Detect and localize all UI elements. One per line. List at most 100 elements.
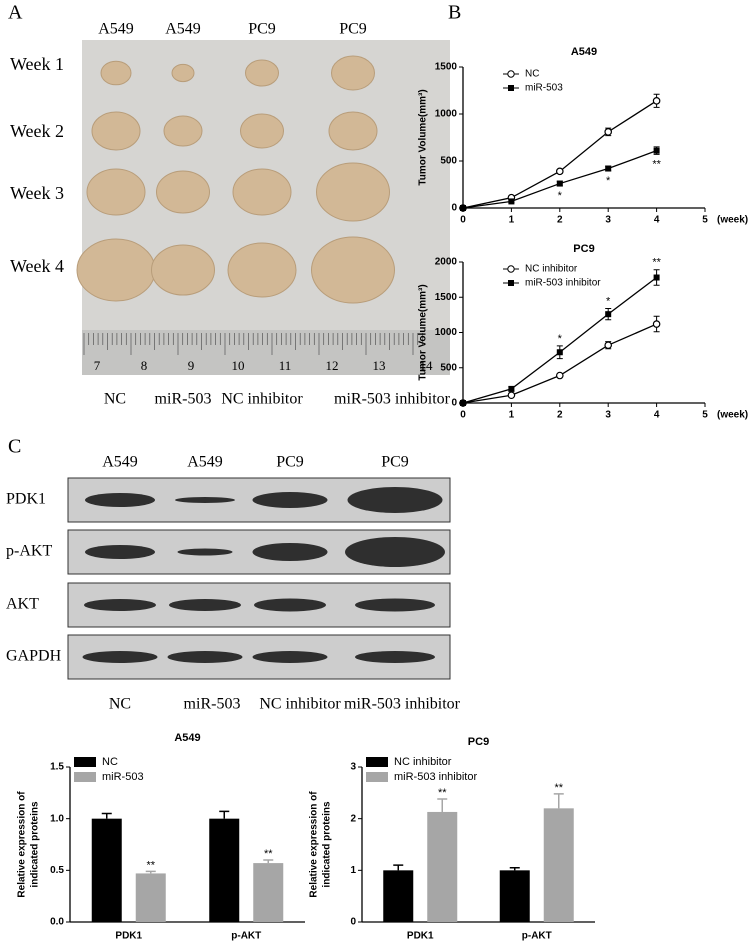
significance: ** xyxy=(652,257,661,269)
tumor xyxy=(245,59,279,87)
legend-label: miR-503 inhibitor xyxy=(525,278,601,289)
error-bar xyxy=(509,867,520,871)
error-bar xyxy=(219,810,230,819)
column-label: A549 xyxy=(187,454,223,471)
y-tick-label: 2000 xyxy=(435,257,458,268)
y-tick-label: 0 xyxy=(451,203,457,214)
column-label: A549 xyxy=(98,21,134,38)
legend-label: miR-503 inhibitor xyxy=(394,771,477,783)
panel-label: A xyxy=(8,2,23,24)
y-axis-label: Tumor Volume(mm³) xyxy=(418,89,429,185)
blot-band xyxy=(345,537,445,567)
significance: ** xyxy=(438,787,447,799)
tumor xyxy=(91,111,141,151)
column-label: PC9 xyxy=(381,454,409,471)
bar xyxy=(135,873,166,922)
tumor xyxy=(311,236,395,304)
blot-band xyxy=(177,548,233,556)
x-tick-label: 0 xyxy=(460,215,466,226)
tumor xyxy=(240,113,284,149)
x-tick-label: 2 xyxy=(557,215,563,226)
ruler-number: 11 xyxy=(279,358,292,373)
x-tick-label: PDK1 xyxy=(115,931,142,942)
significance: * xyxy=(558,190,563,202)
tumor xyxy=(171,63,195,83)
column-label: A549 xyxy=(102,454,138,471)
blot-band xyxy=(82,651,158,663)
x-axis-label: (week) xyxy=(717,215,748,226)
y-tick-label: 0 xyxy=(451,398,457,409)
x-tick-label: PDK1 xyxy=(407,931,434,942)
group-label: NC inhibitor xyxy=(221,391,303,408)
x-axis-label: (week) xyxy=(717,410,748,421)
marker xyxy=(555,167,564,176)
x-tick-label: 3 xyxy=(605,410,611,421)
error-bar xyxy=(101,812,112,819)
row-label: GAPDH xyxy=(6,648,62,665)
y-axis-label: Tumor Volume(mm³) xyxy=(418,284,429,380)
row-label: p-AKT xyxy=(6,543,52,560)
blot-band xyxy=(355,651,435,663)
y-tick-label: 1.5 xyxy=(50,762,64,773)
significance: ** xyxy=(554,782,563,794)
blot-band xyxy=(85,545,155,559)
blot-band xyxy=(85,493,155,507)
bar xyxy=(209,818,240,922)
x-tick-label: 1 xyxy=(509,215,515,226)
legend-swatch xyxy=(366,757,388,767)
marker xyxy=(555,371,564,380)
column-label: PC9 xyxy=(339,21,367,38)
y-axis-label: Relative expression of xyxy=(309,791,320,898)
legend-swatch xyxy=(366,772,388,782)
marker xyxy=(604,341,613,349)
chart: A549 0 500 1000 1500 0 1 2 3 4 5 (week) Tumor Volume… xyxy=(418,46,748,226)
blot-band xyxy=(175,497,235,503)
marker xyxy=(604,128,613,136)
y-tick-label: 0.0 xyxy=(50,917,64,928)
tumor xyxy=(232,168,292,216)
significance: * xyxy=(606,175,611,187)
ruler-number: 10 xyxy=(232,358,245,373)
error-bar xyxy=(145,870,156,874)
marker xyxy=(652,320,661,328)
marker xyxy=(653,147,660,154)
y-tick-label: 0.5 xyxy=(50,865,64,876)
y-tick-label: 1.0 xyxy=(50,813,64,824)
chart: PC9 0 1 2 3 PDK1 p-AKT Relative expression of in… xyxy=(309,736,595,942)
marker xyxy=(556,349,563,356)
x-tick-label: 2 xyxy=(557,410,563,421)
ruler-number: 7 xyxy=(94,358,101,373)
blot-band xyxy=(347,487,443,513)
marker xyxy=(605,311,612,318)
bar xyxy=(427,811,458,922)
group-label: NC inhibitor xyxy=(259,696,341,713)
tumor xyxy=(100,60,132,86)
blot-band xyxy=(252,651,328,663)
row-label: Week 2 xyxy=(10,121,64,141)
blot-band xyxy=(254,598,326,612)
tumor xyxy=(163,115,203,147)
legend-marker xyxy=(508,280,514,286)
legend-marker xyxy=(507,70,515,78)
marker xyxy=(460,205,466,211)
row-label: Week 3 xyxy=(10,183,64,203)
chart-title: PC9 xyxy=(573,243,594,255)
significance: ** xyxy=(146,859,155,871)
tumor xyxy=(76,238,156,302)
legend-marker xyxy=(508,85,514,91)
x-tick-label: 5 xyxy=(702,215,708,226)
blot-band xyxy=(252,543,328,561)
marker xyxy=(508,385,515,392)
y-tick-label: 3 xyxy=(350,762,356,773)
tumor xyxy=(151,244,215,296)
blot-band xyxy=(84,599,156,611)
column-label: A549 xyxy=(165,21,201,38)
row-label: Week 4 xyxy=(10,256,64,276)
chart-title: A549 xyxy=(571,46,597,58)
y-tick-label: 1500 xyxy=(435,292,458,303)
legend-label: NC inhibitor xyxy=(394,756,452,768)
error-bar xyxy=(263,859,274,864)
chart-title: PC9 xyxy=(468,736,489,748)
chart: A549 0.0 0.5 1.0 1.5 PDK1 p-AKT Relative expres… xyxy=(17,732,305,942)
row-label: Week 1 xyxy=(10,54,64,74)
